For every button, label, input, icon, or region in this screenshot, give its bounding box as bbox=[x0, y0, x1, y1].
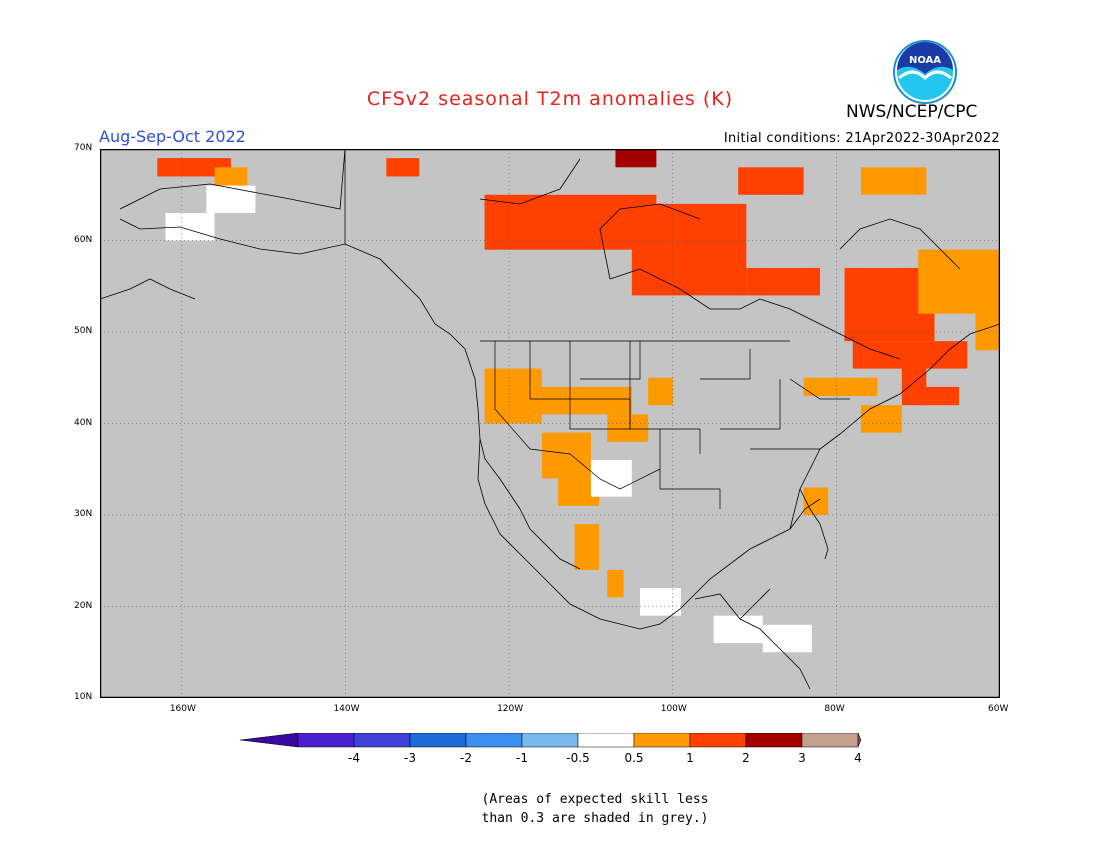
anomaly-cell-29 bbox=[713, 615, 763, 644]
anomaly-cell-24 bbox=[860, 405, 902, 433]
anomaly-cell-27 bbox=[574, 524, 600, 570]
org-label: NWS/NCEP/CPC bbox=[846, 102, 978, 122]
colorbar-segment bbox=[521, 733, 579, 748]
lon-label: 80W bbox=[824, 704, 845, 714]
lat-label: 60N bbox=[74, 234, 93, 245]
colorbar-tick-label: 4 bbox=[854, 751, 862, 765]
lat-label: 70N bbox=[74, 143, 93, 153]
anomaly-cell-8 bbox=[615, 149, 657, 168]
anomaly-cell-25 bbox=[918, 386, 960, 406]
lat-label: 30N bbox=[74, 509, 93, 519]
lat-label: 10N bbox=[74, 692, 93, 702]
anomaly-cell-14 bbox=[860, 167, 927, 195]
colorbar-tick-label: -4 bbox=[348, 751, 360, 765]
map-title: CFSv2 seasonal T2m anomalies (K) bbox=[366, 88, 734, 110]
colorbar-segment bbox=[409, 733, 467, 748]
political-borders bbox=[344, 149, 850, 509]
skill-note-line2: than 0.3 are shaded in grey.) bbox=[481, 811, 709, 826]
noaa-logo: NOAA bbox=[893, 40, 957, 104]
colorbar-tick-label: 1 bbox=[686, 751, 694, 765]
colorbar-tick-label: -0.5 bbox=[566, 751, 590, 765]
lat-label: 20N bbox=[74, 600, 93, 611]
colorbar-tick-label: -3 bbox=[404, 751, 416, 765]
colorbar-tick-label: 2 bbox=[742, 751, 750, 765]
anomaly-cells bbox=[157, 149, 1000, 653]
lon-label: 100W bbox=[660, 704, 687, 714]
colorbar-segment bbox=[297, 733, 355, 748]
anomaly-cell-0 bbox=[157, 158, 231, 177]
anomaly-cell-6 bbox=[631, 203, 747, 296]
anomaly-cell-23 bbox=[803, 377, 878, 397]
map-frame bbox=[100, 149, 1000, 698]
colorbar bbox=[240, 733, 862, 748]
coastlines bbox=[100, 149, 1000, 690]
lon-label: 120W bbox=[497, 704, 524, 714]
colorbar-segment bbox=[689, 733, 747, 748]
colorbar-end-right bbox=[857, 733, 862, 748]
anomaly-cell-4 bbox=[386, 158, 420, 177]
lon-label: 160W bbox=[169, 704, 196, 714]
anomaly-cell-7 bbox=[738, 167, 804, 195]
colorbar-segment bbox=[465, 733, 523, 748]
anomaly-cell-31 bbox=[640, 588, 681, 616]
anomaly-cell-15 bbox=[852, 341, 968, 369]
colorbar-end-left bbox=[240, 733, 299, 748]
anomaly-cell-12 bbox=[975, 295, 1000, 351]
anomaly-cell-30 bbox=[762, 624, 812, 653]
anomaly-cell-21 bbox=[607, 414, 649, 442]
anomaly-map bbox=[100, 149, 1000, 698]
lon-label: 140W bbox=[333, 704, 360, 714]
logo-text: NOAA bbox=[909, 55, 941, 66]
season-label: Aug-Sep-Oct 2022 bbox=[99, 127, 246, 146]
lon-label: 60W bbox=[988, 704, 1009, 714]
skill-note-line1: (Areas of expected skill less bbox=[481, 792, 709, 807]
anomaly-cell-18 bbox=[541, 432, 591, 479]
lat-label: 50N bbox=[74, 326, 93, 336]
colorbar-segment bbox=[745, 733, 803, 748]
anomaly-cell-2 bbox=[206, 185, 256, 214]
colorbar-tick-label: 0.5 bbox=[624, 751, 644, 765]
anomaly-cell-3 bbox=[165, 213, 215, 241]
anomaly-cell-17 bbox=[525, 386, 632, 415]
anomaly-cell-20 bbox=[590, 460, 632, 497]
anomaly-cell-22 bbox=[648, 377, 673, 406]
colorbar-tick-label: -1 bbox=[516, 751, 528, 765]
colorbar-tick-label: 3 bbox=[798, 751, 806, 765]
initial-conditions-label: Initial conditions: 21Apr2022-30Apr2022 bbox=[723, 131, 1000, 146]
colorbar-segment bbox=[801, 733, 859, 748]
colorbar-segment bbox=[633, 733, 691, 748]
colorbar-segment bbox=[353, 733, 411, 748]
colorbar-tick-label: -2 bbox=[460, 751, 472, 765]
colorbar-segment bbox=[577, 733, 635, 748]
anomaly-cell-28 bbox=[607, 569, 624, 598]
anomaly-cell-5 bbox=[484, 194, 657, 250]
lat-label: 40N bbox=[74, 417, 93, 428]
anomaly-cell-9 bbox=[746, 267, 820, 296]
